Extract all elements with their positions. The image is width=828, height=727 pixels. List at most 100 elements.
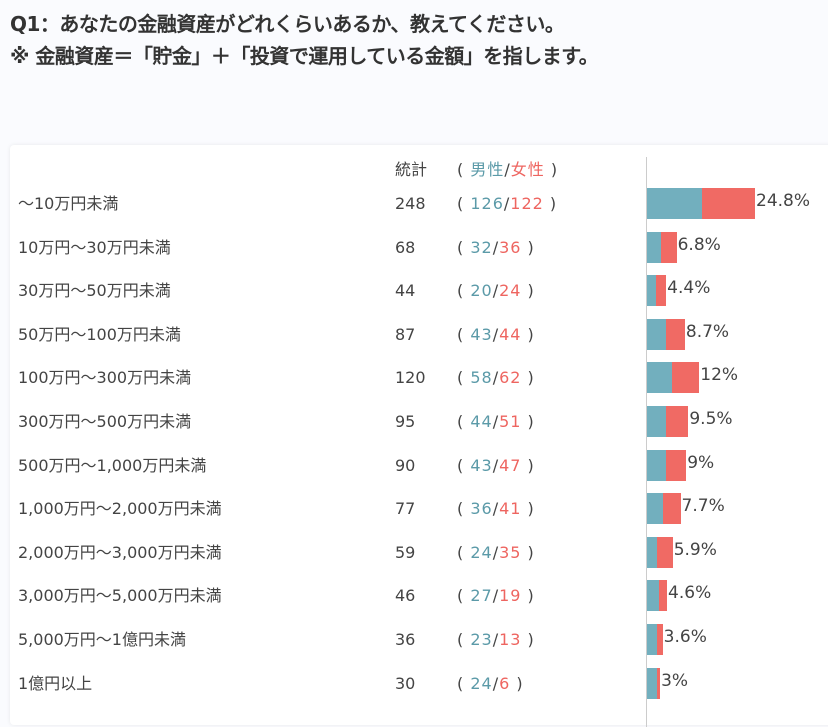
gender-breakdown: ( 36/41 ) — [457, 499, 535, 519]
category-label: 3,000万円〜5,000万円未満 — [18, 586, 222, 606]
bar-male — [647, 536, 658, 568]
count-header: 統計 — [395, 160, 428, 179]
male-count: 20 — [470, 281, 493, 301]
percent-label: 24.8% — [756, 191, 811, 211]
total-count: 59 — [395, 542, 416, 562]
total-count: 46 — [395, 586, 416, 606]
female-count: 13 — [499, 630, 522, 649]
bar-female — [657, 624, 663, 655]
bar-female — [665, 318, 685, 350]
stacked-bar — [647, 624, 663, 655]
female-count: 36 — [499, 237, 522, 257]
category-label: 5,000万円〜1億円未満 — [18, 630, 186, 649]
male-count: 44 — [470, 412, 493, 431]
gender-breakdown: ( 24/6 ) — [457, 673, 524, 693]
bar-male — [647, 406, 667, 437]
bar-male — [647, 275, 656, 307]
percent-label: 3.6% — [663, 627, 707, 647]
total-count: 77 — [395, 499, 416, 519]
bar-male — [647, 188, 702, 219]
category-label: 300万円〜500万円未満 — [18, 412, 192, 431]
female-count: 122 — [510, 194, 544, 213]
bar-male — [647, 449, 666, 481]
female-count: 24 — [499, 281, 522, 301]
bar-female — [658, 580, 668, 612]
male-count: 43 — [470, 324, 493, 344]
stacked-bar — [647, 362, 700, 394]
female-count: 35 — [499, 542, 522, 562]
bar-female — [655, 275, 667, 307]
bar-male — [647, 493, 663, 525]
female-count: 51 — [499, 412, 522, 431]
category-label: 2,000万円〜3,000万円未満 — [18, 542, 222, 562]
stacked-bar — [647, 449, 687, 481]
male-count: 36 — [470, 499, 493, 519]
results-card: 統計 ( 男性/女性 ) 〜10万円未満 248 ( 126/122 ) 24.8… — [10, 145, 828, 727]
gender-breakdown: ( 23/13 ) — [457, 630, 535, 649]
total-count: 95 — [395, 412, 416, 431]
bar-female — [662, 493, 681, 525]
percent-label: 12% — [700, 365, 739, 386]
stacked-bar — [647, 318, 685, 350]
bar-male — [647, 580, 659, 612]
gender-breakdown: ( 27/19 ) — [457, 586, 535, 606]
male-count: 126 — [470, 194, 504, 213]
percent-label: 6.8% — [677, 234, 721, 255]
category-label: 30万円〜50万円未満 — [18, 281, 171, 301]
bar-female — [666, 406, 689, 437]
female-count: 62 — [499, 368, 522, 388]
percent-label: 5.9% — [673, 539, 717, 560]
total-count: 248 — [395, 194, 426, 213]
stacked-bar — [647, 406, 689, 437]
question-line-1: Q1：あなたの金融資産がどれくらいあるか、教えてください。 — [10, 12, 565, 36]
female-count: 47 — [499, 455, 522, 475]
total-count: 36 — [395, 630, 416, 649]
gender-breakdown: ( 126/122 ) — [457, 194, 558, 213]
question-title: Q1：あなたの金融資産がどれくらいあるか、教えてください。 ※ 金融資産＝「貯金… — [10, 8, 599, 72]
female-count: 19 — [499, 586, 522, 606]
bar-male — [647, 231, 661, 263]
male-count: 58 — [470, 368, 493, 388]
gender-breakdown: ( 58/62 ) — [457, 368, 535, 388]
total-count: 87 — [395, 324, 416, 344]
question-line-2: ※ 金融資産＝「貯金」＋「投資で運用している金額」を指します。 — [10, 44, 599, 68]
male-count: 27 — [470, 586, 493, 606]
male-count: 43 — [470, 455, 493, 475]
percent-label: 9.5% — [689, 409, 733, 429]
category-label: 1億円以上 — [18, 673, 93, 693]
bar-male — [647, 362, 673, 394]
gender-breakdown: ( 44/51 ) — [457, 412, 535, 431]
male-count: 24 — [470, 542, 493, 562]
gender-breakdown: ( 20/24 ) — [457, 281, 535, 301]
total-count: 30 — [395, 673, 416, 693]
stacked-bar — [647, 667, 661, 699]
female-count: 6 — [499, 673, 511, 693]
bar-male — [647, 318, 666, 350]
male-count: 23 — [470, 630, 493, 649]
stacked-bar — [647, 231, 677, 263]
total-count: 68 — [395, 237, 416, 257]
category-label: 1,000万円〜2,000万円未満 — [18, 499, 222, 519]
bar-female — [660, 231, 677, 263]
category-label: 100万円〜300万円未満 — [18, 368, 192, 388]
total-count: 44 — [395, 281, 416, 301]
percent-label: 9% — [687, 452, 715, 473]
percent-label: 3% — [661, 670, 689, 691]
category-label: 500万円〜1,000万円未満 — [18, 455, 207, 475]
gender-breakdown: ( 43/47 ) — [457, 455, 535, 475]
stacked-bar — [647, 275, 667, 307]
bar-female — [665, 449, 687, 481]
category-label: 10万円〜30万円未満 — [18, 237, 171, 257]
category-label: 〜10万円未満 — [18, 194, 119, 213]
percent-label: 8.7% — [685, 321, 730, 342]
bar-female — [701, 188, 755, 219]
female-count: 44 — [499, 324, 522, 344]
bar-female — [657, 536, 673, 568]
percent-label: 4.4% — [667, 278, 711, 299]
stacked-bar — [647, 493, 681, 525]
total-count: 90 — [395, 455, 416, 475]
male-count: 32 — [470, 237, 493, 257]
stacked-bar — [647, 188, 755, 219]
stacked-bar — [647, 536, 673, 568]
total-count: 120 — [395, 368, 426, 388]
